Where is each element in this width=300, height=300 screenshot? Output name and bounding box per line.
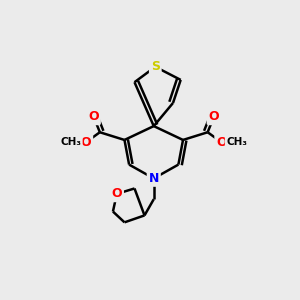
- Text: S: S: [151, 60, 160, 73]
- Text: N: N: [148, 172, 159, 185]
- Text: O: O: [112, 187, 122, 200]
- Text: O: O: [81, 136, 91, 149]
- Text: CH₃: CH₃: [226, 137, 248, 147]
- Text: CH₃: CH₃: [60, 137, 81, 147]
- Text: O: O: [216, 136, 227, 149]
- Text: O: O: [208, 110, 219, 123]
- Text: O: O: [88, 110, 99, 123]
